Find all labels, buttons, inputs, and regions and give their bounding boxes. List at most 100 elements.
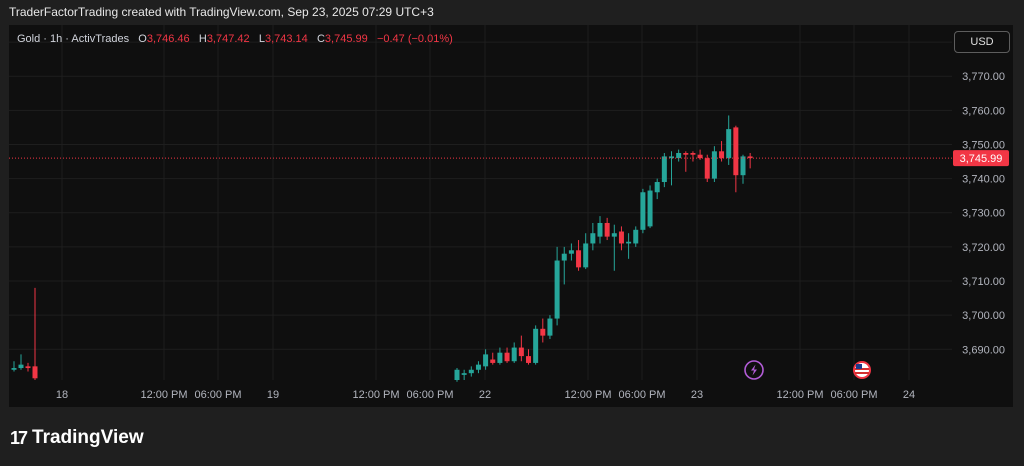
candle (540, 318, 546, 343)
candle-body (740, 156, 746, 176)
candles (11, 115, 753, 382)
candle-body (454, 369, 460, 380)
x-tick-label: 12:00 PM (776, 389, 823, 401)
time-axis: 18 12:00 PM 06:00 PM 19 12:00 PM 06:00 PM 22 12… (56, 389, 915, 401)
candle (561, 246, 567, 285)
candle-body (604, 222, 610, 237)
change-value: −0.47 (−0.01%) (376, 33, 453, 45)
tradingview-logo[interactable]: 17 TradingView (10, 427, 144, 449)
chart-caption: TraderFactorTrading created with Trading… (9, 5, 434, 19)
tradingview-logo-icon: 17 (10, 427, 28, 448)
y-tick-label: 3,750.00 (962, 139, 1005, 151)
candle (711, 146, 717, 183)
candle-body (483, 354, 489, 367)
grid (9, 25, 952, 380)
candle-body (504, 352, 510, 362)
currency-button[interactable]: USD (954, 31, 1010, 53)
candle (597, 216, 603, 244)
candle-body (590, 233, 596, 244)
candle (526, 349, 531, 365)
candle-body (661, 156, 667, 183)
candle-body (561, 253, 567, 261)
candle-body (497, 352, 503, 363)
candle (547, 315, 553, 340)
candle (590, 222, 596, 251)
candle-body (526, 356, 531, 363)
candle (511, 342, 517, 363)
candle-body (554, 260, 560, 319)
y-tick-label: 3,760.00 (962, 105, 1005, 117)
candle (719, 141, 725, 162)
x-tick-label: 12:00 PM (564, 389, 611, 401)
lightning-icon[interactable] (744, 360, 764, 380)
candle-body (676, 153, 682, 159)
close-value: 3,745.99 (324, 33, 368, 45)
candle (618, 226, 624, 251)
price-axis: 3,690.00 3,700.00 3,710.00 3,720.00 3,730.00… (962, 37, 1005, 356)
ohlc-legend: Gold · 1h · ActivTrades O3,746.46 H3,747… (17, 33, 453, 45)
candle-body (683, 153, 689, 155)
candle-body (533, 328, 539, 363)
candle-body (583, 243, 589, 268)
candle (11, 361, 17, 372)
candle-body (618, 231, 624, 244)
candle (25, 362, 31, 372)
x-tick-label: 24 (903, 389, 915, 401)
candle-body (726, 129, 732, 159)
candle (697, 149, 703, 160)
candle-body (490, 359, 496, 363)
candle-body (547, 318, 553, 336)
y-tick-label: 3,720.00 (962, 242, 1005, 254)
candle-body (32, 366, 38, 379)
candle (461, 369, 467, 380)
candle (32, 287, 38, 380)
open-value: 3,746.46 (146, 33, 190, 45)
candle-body (697, 154, 703, 159)
candle (654, 178, 660, 200)
high-label: H (198, 33, 207, 45)
chart-area[interactable] (9, 25, 1013, 407)
candle-body (711, 151, 717, 179)
low-label: L (258, 33, 265, 45)
x-tick-label: 23 (691, 389, 703, 401)
x-tick-label: 06:00 PM (406, 389, 453, 401)
y-tick-label: 3,740.00 (962, 174, 1005, 186)
x-tick-label: 12:00 PM (352, 389, 399, 401)
candle (604, 217, 610, 241)
candle (661, 153, 667, 188)
candle (583, 233, 589, 270)
y-tick-label: 3,770.00 (962, 71, 1005, 83)
candle (669, 151, 674, 186)
candle-body (719, 151, 725, 159)
candle-body (597, 222, 603, 237)
close-label: C (316, 33, 325, 45)
candle-body (640, 192, 646, 230)
candle-body (468, 369, 474, 374)
x-tick-label: 06:00 PM (194, 389, 241, 401)
candle-body (475, 364, 481, 370)
candle-body (747, 156, 753, 159)
y-tick-label: 3,690.00 (962, 344, 1005, 356)
candle-body (704, 158, 710, 179)
candle-body (18, 364, 24, 369)
candle-body (669, 156, 674, 159)
x-tick-label: 12:00 PM (140, 389, 187, 401)
candle-body (690, 153, 696, 155)
symbol-name[interactable]: Gold · 1h · ActivTrades (17, 33, 130, 45)
candle (568, 243, 574, 261)
candle (647, 185, 653, 229)
candle-body (25, 366, 31, 369)
candle (740, 154, 746, 184)
x-tick-label: 22 (479, 389, 491, 401)
y-tick-label: 3,710.00 (962, 276, 1005, 288)
x-tick-label: 18 (56, 389, 68, 401)
us-flag-icon[interactable] (853, 361, 871, 379)
candle-body (654, 182, 660, 193)
candle (483, 349, 489, 370)
candle-body (611, 233, 617, 237)
candle-body (540, 328, 546, 336)
x-tick-label: 06:00 PM (830, 389, 877, 401)
y-tick-label: 3,730.00 (962, 208, 1005, 220)
candle (454, 368, 460, 382)
